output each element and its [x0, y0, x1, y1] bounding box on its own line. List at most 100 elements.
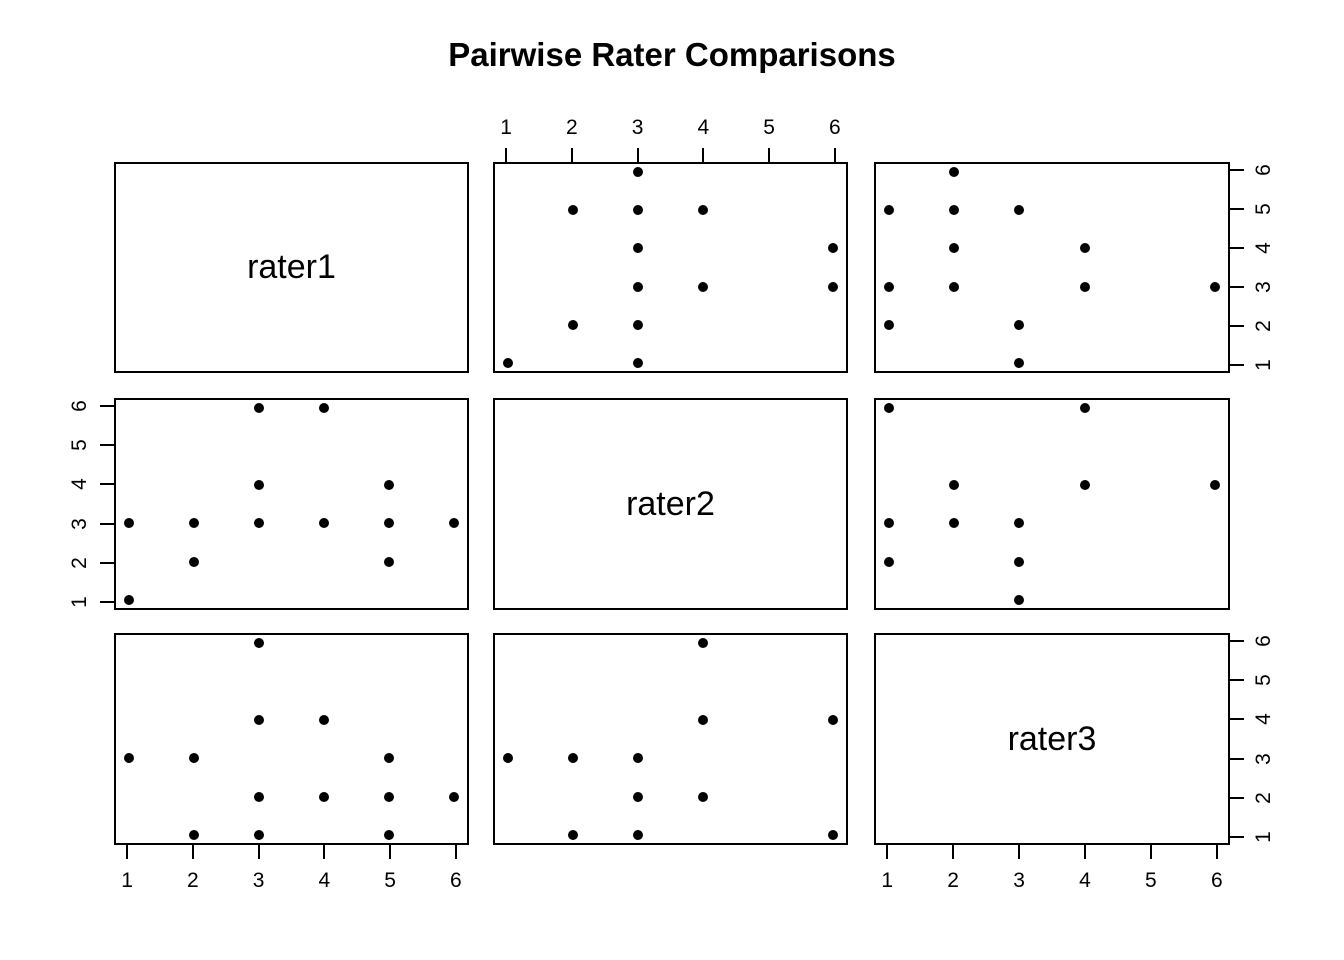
- data-point: [189, 830, 199, 841]
- data-point: [949, 166, 960, 177]
- axis-tick-label: 6: [1252, 163, 1275, 176]
- plot-title: Pairwise Rater Comparisons: [448, 36, 896, 73]
- axis-tick-label: 3: [1252, 752, 1275, 765]
- axis-tick: [1083, 845, 1086, 859]
- axis-tick: [505, 148, 508, 162]
- data-point: [1209, 479, 1220, 490]
- axis-tick-label: 6: [1210, 869, 1223, 892]
- data-point: [568, 205, 578, 215]
- data-point: [254, 714, 264, 725]
- axis-tick-label: 5: [384, 869, 396, 892]
- axis-tick-label: 4: [697, 116, 710, 139]
- axis-tick: [1230, 757, 1244, 760]
- data-point: [884, 402, 895, 413]
- data-point: [1079, 281, 1090, 292]
- data-point: [1014, 320, 1025, 330]
- data-point: [884, 281, 895, 292]
- data-point: [254, 479, 264, 490]
- axis-tick-label: 2: [1252, 320, 1275, 332]
- diagonal-panel-rater2: rater2: [493, 398, 848, 610]
- data-point: [1014, 518, 1025, 529]
- data-point: [384, 556, 394, 567]
- axis-tick: [1230, 836, 1244, 839]
- data-point: [633, 753, 643, 764]
- data-point: [254, 830, 264, 841]
- data-point: [384, 479, 394, 490]
- axis-tick: [323, 845, 326, 859]
- data-point: [254, 402, 264, 413]
- axis-tick-label: 5: [68, 439, 91, 451]
- axis-tick-label: 4: [318, 869, 331, 892]
- data-point: [698, 205, 708, 215]
- data-point: [319, 714, 329, 725]
- scatter-panel-rater2-vs-rater3: [493, 633, 848, 845]
- axis-tick: [191, 845, 194, 859]
- data-point: [384, 518, 394, 529]
- data-point: [949, 205, 960, 215]
- axis-tick-label: 2: [1252, 792, 1275, 804]
- data-point: [568, 320, 578, 330]
- diagonal-panel-rater1: rater1: [114, 162, 469, 373]
- data-point: [384, 791, 394, 802]
- data-point: [1014, 595, 1025, 606]
- data-point: [319, 518, 329, 529]
- data-point: [698, 791, 708, 802]
- data-point: [384, 830, 394, 841]
- data-point: [1014, 205, 1025, 215]
- rater2-label: rater2: [626, 484, 715, 523]
- data-point: [568, 830, 578, 841]
- data-point: [384, 753, 394, 764]
- data-point: [698, 637, 708, 648]
- axis-tick: [100, 483, 114, 486]
- axis-tick: [100, 561, 114, 564]
- data-point: [828, 281, 838, 292]
- data-point: [124, 753, 134, 764]
- axis-tick-label: 5: [763, 116, 775, 139]
- scatter-panel-rater3-vs-rater2: [874, 398, 1230, 610]
- data-point: [828, 714, 838, 725]
- data-point: [633, 166, 643, 177]
- data-point: [189, 518, 199, 529]
- rater1-label: rater1: [247, 248, 336, 286]
- data-point: [633, 205, 643, 215]
- axis-tick: [1230, 286, 1244, 289]
- axis-tick-label: 4: [1252, 242, 1275, 254]
- axis-tick: [833, 148, 836, 162]
- data-point: [124, 595, 134, 606]
- axis-tick: [1018, 845, 1021, 859]
- axis-tick-label: 1: [500, 116, 512, 139]
- data-point: [828, 243, 838, 254]
- axis-tick-label: 2: [68, 557, 91, 569]
- axis-tick-label: 2: [187, 869, 199, 892]
- axis-tick: [1215, 845, 1218, 859]
- axis-tick-label: 1: [881, 869, 894, 892]
- data-point: [319, 402, 329, 413]
- axis-tick: [100, 522, 114, 525]
- diagonal-panel-rater3: rater3: [874, 633, 1230, 845]
- scatter-panel-rater2-vs-rater1: [493, 162, 848, 373]
- data-point: [189, 753, 199, 764]
- axis-tick: [1230, 718, 1244, 721]
- axis-tick-label: 6: [68, 400, 91, 412]
- axis-tick: [257, 845, 260, 859]
- data-point: [828, 830, 838, 841]
- data-point: [449, 518, 459, 529]
- axis-tick-label: 2: [947, 869, 959, 892]
- axis-tick-label: 3: [252, 869, 265, 892]
- data-point: [884, 320, 895, 330]
- axis-tick-label: 1: [1252, 359, 1275, 372]
- axis-tick: [1149, 845, 1152, 859]
- axis-tick-label: 4: [1079, 869, 1091, 892]
- axis-tick-label: 5: [1145, 869, 1157, 892]
- axis-tick: [952, 845, 955, 859]
- data-point: [633, 791, 643, 802]
- axis-tick-label: 3: [68, 517, 91, 530]
- axis-tick: [1230, 246, 1244, 249]
- axis-tick: [570, 148, 573, 162]
- data-point: [254, 518, 264, 529]
- data-point: [633, 320, 643, 330]
- axis-tick-label: 6: [450, 869, 462, 892]
- axis-tick-label: 3: [631, 116, 644, 139]
- data-point: [633, 358, 643, 369]
- axis-tick: [1230, 168, 1244, 171]
